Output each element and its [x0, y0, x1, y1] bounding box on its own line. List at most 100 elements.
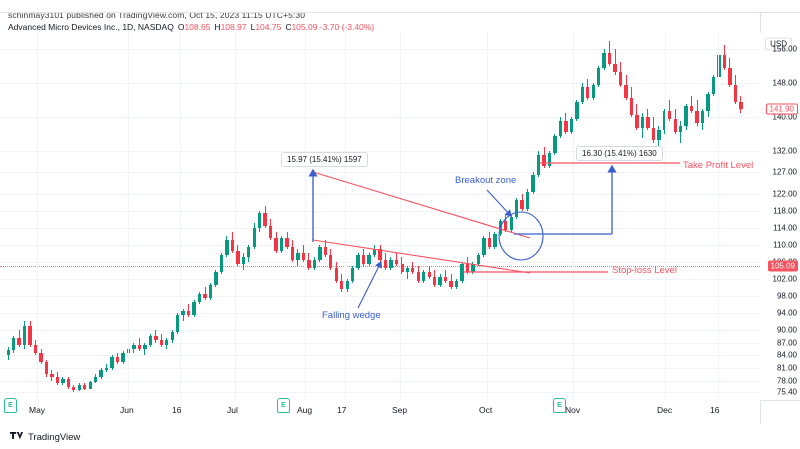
candle-body [651, 127, 656, 141]
candle-body [290, 246, 295, 260]
candle-body [427, 272, 431, 277]
candle-body [493, 234, 497, 247]
candle-body [99, 370, 103, 377]
low-value: 104.75 [255, 22, 282, 32]
open-label: O [177, 22, 185, 32]
candle-body [350, 268, 355, 281]
candle-body [547, 153, 552, 166]
candle-body [214, 272, 218, 286]
candle-body [591, 85, 595, 98]
grid-line-vertical [305, 32, 306, 400]
candle-body [44, 361, 49, 375]
grid-line-vertical [487, 32, 488, 400]
time-tick: 16 [172, 405, 182, 415]
price-tick: 102.00 [772, 274, 797, 284]
grid-line-horizontal [0, 227, 760, 229]
candle-body [739, 102, 743, 109]
chart-legend: Advanced Micro Devices Inc., 1D, NASDAQ O… [8, 22, 374, 32]
candle-body [66, 378, 71, 388]
grid-line-horizontal [0, 355, 760, 357]
time-axis[interactable]: May Jun 16 Jul Aug 17 Sep Oct Nov Dec 16 [0, 400, 760, 424]
candle-wick [669, 100, 671, 122]
grid-line-vertical [573, 32, 574, 400]
candle-body [640, 117, 645, 128]
close-label: C [285, 22, 292, 32]
candle-body [115, 357, 120, 362]
earnings-marker[interactable]: E [4, 398, 17, 413]
candle-body [706, 93, 710, 111]
earnings-marker[interactable]: E [553, 398, 566, 413]
grid-line-horizontal [0, 151, 760, 153]
candle-body [197, 293, 202, 303]
candle-wick [691, 95, 693, 113]
price-tick: 132.00 [772, 146, 797, 156]
time-tick: Jul [227, 405, 238, 415]
time-tick: Nov [565, 405, 581, 415]
candle-body [432, 276, 437, 286]
candle-body [728, 68, 732, 86]
price-axis[interactable]: USD 156.00 148.00 140.00 132.00 127.00 122.00 1… [760, 32, 800, 400]
stop-loss-label: Stop-loss Level [612, 265, 677, 276]
candle-body [613, 63, 617, 73]
candle-body [542, 155, 546, 166]
candle-body [646, 117, 650, 128]
time-tick: 16 [710, 405, 720, 415]
candle-body [700, 110, 705, 124]
high-value: 108.97 [220, 22, 247, 32]
candle-body [514, 200, 519, 218]
candle-body [296, 253, 300, 260]
candle-body [72, 387, 76, 391]
grid-line-vertical [128, 32, 129, 400]
chart-plot-area[interactable] [0, 32, 760, 400]
candle-body [61, 378, 65, 383]
candle-body [236, 251, 240, 264]
candle-body [394, 259, 399, 264]
candle-body [258, 212, 262, 228]
earnings-marker[interactable]: E [277, 398, 290, 413]
candle-body [618, 72, 623, 86]
grid-line-vertical [665, 32, 666, 400]
time-tick: May [29, 405, 46, 415]
candle-body [383, 259, 388, 269]
candle-body [268, 225, 273, 239]
grid-line-horizontal [0, 83, 760, 85]
candle-body [733, 85, 738, 103]
candle-body [509, 217, 513, 230]
candle-body [39, 353, 43, 362]
candle-body [684, 106, 688, 126]
candle-body [121, 353, 125, 362]
grid-line-horizontal [0, 210, 760, 212]
grid-line-vertical [718, 32, 719, 400]
grid-line-horizontal [0, 312, 760, 314]
candle-body [411, 268, 415, 273]
candle-body [230, 240, 235, 252]
grid-line-horizontal [0, 342, 760, 344]
candle-wick [614, 49, 616, 75]
close-value: 105.09 [291, 22, 318, 32]
candle-body [263, 212, 267, 226]
candle-body [192, 302, 196, 315]
price-tick: 90.00 [776, 325, 797, 335]
time-tick: Sep [392, 405, 408, 415]
price-tick: 98.00 [776, 291, 797, 301]
price-tick: 75.40 [776, 387, 797, 397]
tradingview-logo-icon [10, 431, 24, 444]
candle-body [329, 255, 333, 269]
candle-body [11, 338, 16, 351]
candle-body [312, 259, 317, 269]
tradingview-brand: TradingView [10, 431, 80, 444]
candle-body [356, 255, 360, 269]
candle-body [55, 376, 60, 383]
grid-line-horizontal [0, 49, 760, 51]
candle-body [454, 280, 459, 288]
tv-logo-glyph [10, 432, 23, 440]
candle-wick [144, 342, 146, 356]
candle-wick [609, 40, 611, 67]
candle-body [247, 246, 251, 258]
candle-body [340, 280, 344, 290]
candle-wick [188, 304, 190, 318]
prev-close-price-tag: 141.90 [765, 103, 798, 115]
candle-body [361, 255, 366, 264]
candle-body [405, 268, 410, 273]
price-tick: 78.00 [776, 376, 797, 386]
